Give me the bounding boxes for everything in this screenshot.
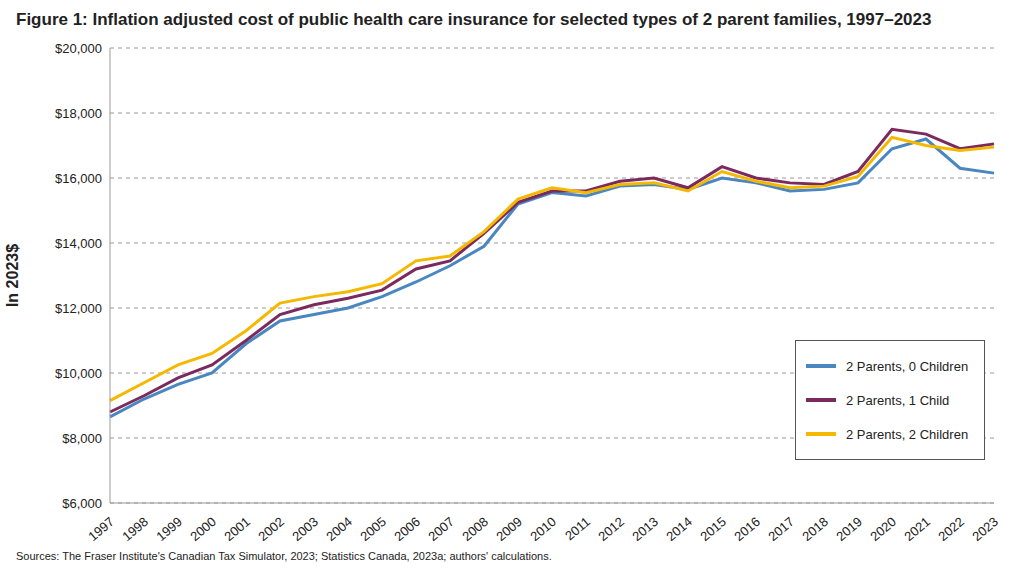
svg-text:2011: 2011 xyxy=(562,514,593,543)
svg-text:2013: 2013 xyxy=(629,514,661,544)
svg-text:2012: 2012 xyxy=(595,514,627,544)
svg-text:2000: 2000 xyxy=(187,514,219,544)
svg-text:2016: 2016 xyxy=(731,514,763,544)
svg-text:2021: 2021 xyxy=(901,514,933,544)
svg-text:2010: 2010 xyxy=(527,514,559,544)
svg-text:$16,000: $16,000 xyxy=(55,171,102,186)
svg-text:$14,000: $14,000 xyxy=(55,236,102,251)
html-text:Sources: The Fraser Institute': Sources: The Fraser Institute's Canadian… xyxy=(16,550,552,562)
svg-text:2023: 2023 xyxy=(969,514,1001,544)
svg-text:2003: 2003 xyxy=(289,514,321,544)
svg-text:$12,000: $12,000 xyxy=(55,301,102,316)
svg-text:2018: 2018 xyxy=(799,514,831,544)
svg-text:2007: 2007 xyxy=(425,514,457,544)
svg-text:$10,000: $10,000 xyxy=(55,366,102,381)
svg-text:2019: 2019 xyxy=(833,514,865,544)
svg-text:2001: 2001 xyxy=(221,514,253,544)
html-text:Figure 1: Inflation adjusted c: Figure 1: Inflation adjusted cost of pub… xyxy=(16,10,932,29)
svg-text:In 2023$: In 2023$ xyxy=(8,244,21,307)
svg-text:2002: 2002 xyxy=(255,514,287,544)
svg-text:2015: 2015 xyxy=(697,514,729,544)
svg-text:2008: 2008 xyxy=(459,514,491,544)
svg-text:2005: 2005 xyxy=(357,514,389,544)
svg-text:2017: 2017 xyxy=(765,514,797,544)
html-text:2 Parents, 0 Children: 2 Parents, 0 Children xyxy=(846,358,969,374)
svg-text:2009: 2009 xyxy=(493,514,525,544)
svg-text:1997: 1997 xyxy=(85,514,117,544)
svg-text:1999: 1999 xyxy=(153,514,185,544)
svg-text:2014: 2014 xyxy=(663,514,695,544)
svg-text:2022: 2022 xyxy=(935,514,967,544)
svg-text:$6,000: $6,000 xyxy=(62,496,102,511)
svg-text:$18,000: $18,000 xyxy=(55,106,102,121)
svg-text:$8,000: $8,000 xyxy=(62,431,102,446)
svg-text:1998: 1998 xyxy=(119,514,151,544)
svg-text:$20,000: $20,000 xyxy=(55,41,102,56)
html-text:2 Parents, 1 Child: 2 Parents, 1 Child xyxy=(846,392,950,408)
svg-text:2020: 2020 xyxy=(867,514,899,544)
html-text:2 Parents, 2 Children: 2 Parents, 2 Children xyxy=(846,426,969,442)
svg-text:2004: 2004 xyxy=(323,514,355,544)
svg-text:2006: 2006 xyxy=(391,514,423,544)
